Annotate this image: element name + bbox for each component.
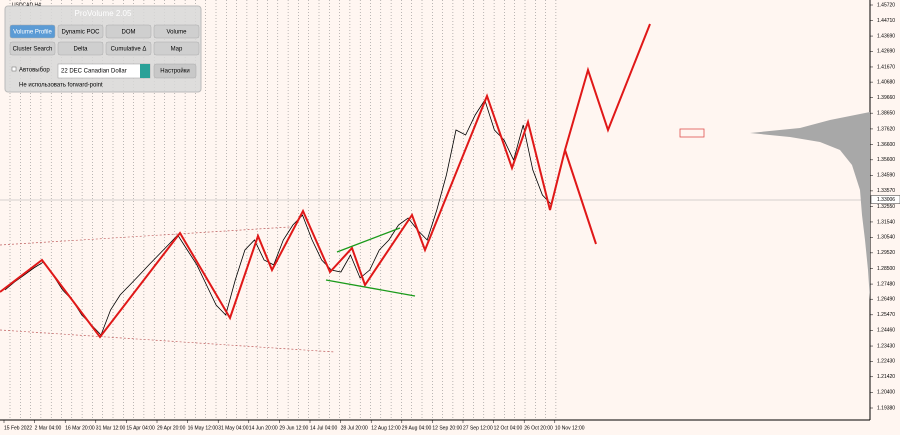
y-tick-label: 1.45720 xyxy=(877,2,895,8)
tool-button-label[interactable]: Map xyxy=(171,47,183,53)
y-tick-label: 1.38650 xyxy=(877,110,895,116)
x-tick-label: 12 Aug 12:00 xyxy=(371,425,401,431)
y-tick-label: 1.28500 xyxy=(877,266,895,272)
poc-box xyxy=(679,128,705,138)
y-tick-label: 1.20400 xyxy=(877,390,895,396)
tool-button[interactable] xyxy=(9,24,56,39)
tool-button-label[interactable]: DOM xyxy=(122,30,136,36)
checkbox[interactable] xyxy=(11,66,17,72)
x-tick-label: 14 Jun 20:00 xyxy=(249,425,278,431)
y-tick-label: 1.34590 xyxy=(877,173,895,179)
x-tick-label: 15 Apr 04:00 xyxy=(126,425,155,431)
y-tick-label: 1.37620 xyxy=(877,126,895,132)
price-series xyxy=(4,99,553,336)
triangle xyxy=(336,227,401,253)
triangle xyxy=(325,279,416,297)
panel-title: ProVolume 2.05 xyxy=(75,9,132,18)
tool-button[interactable] xyxy=(9,41,56,56)
panel: ProVolume 2.05 Volume Profile Dynamic POC… xyxy=(4,5,202,93)
tool-button[interactable] xyxy=(153,41,200,56)
tool-button[interactable] xyxy=(105,24,152,39)
y-tick-label: 1.41670 xyxy=(877,64,895,70)
x-tick-label: 15 Feb 2022 xyxy=(4,425,32,431)
tool-button-label[interactable]: Volume xyxy=(166,30,187,36)
tool-button-label[interactable]: Cluster Search xyxy=(13,47,53,53)
y-tick-label: 1.33570 xyxy=(877,188,895,194)
x-tick-label: 29 Jun 12:00 xyxy=(279,425,308,431)
y-tick-label: 1.32550 xyxy=(877,204,895,210)
tool-button[interactable] xyxy=(57,41,104,56)
y-tick-label: 1.30540 xyxy=(877,235,895,241)
x-tick-label: 27 Sep 12:00 xyxy=(463,425,493,431)
y-tick-label: 1.42690 xyxy=(877,49,895,55)
instrument[interactable]: 22 DEC Canadian Dollar xyxy=(61,69,127,75)
dropdown-arrow[interactable] xyxy=(140,64,150,78)
current-price-box xyxy=(870,195,900,204)
x-tick-label: 12 Sep 20:00 xyxy=(432,425,462,431)
tool-button-label[interactable]: Volume Profile xyxy=(13,30,52,36)
x-tick-label: 2 Mar 04:00 xyxy=(35,425,62,431)
y-tick-label: 1.40680 xyxy=(877,79,895,85)
price-line xyxy=(4,99,553,336)
y-tick-label: 1.39660 xyxy=(877,95,895,101)
symbol: USDCAD,H4 xyxy=(12,2,41,8)
tool-button[interactable] xyxy=(57,24,104,39)
x-tick-label: 31 Mar 12:00 xyxy=(96,425,126,431)
tool-button-label[interactable]: Delta xyxy=(73,47,88,53)
y-tick-label: 1.21420 xyxy=(877,374,895,380)
x-tick-label: 16 May 12:00 xyxy=(188,425,219,431)
x-tick-label: 28 Jul 20:00 xyxy=(341,425,368,431)
wave-zigzag xyxy=(0,23,651,339)
y-tick-label: 1.35600 xyxy=(877,157,895,163)
x-tick-label: 29 Aug 04:00 xyxy=(402,425,432,431)
auto-label[interactable]: Автовыбор xyxy=(19,68,50,74)
forward-label[interactable]: Не использовать forward-point xyxy=(19,83,103,89)
x-tick-label: 12 Oct 04:00 xyxy=(494,425,523,431)
x-tick-label: 10 Nov 12:00 xyxy=(555,425,585,431)
tool-button-label[interactable]: Dynamic POC xyxy=(61,30,100,36)
y-tick-label: 1.25470 xyxy=(877,312,895,318)
x-tick-label: 31 May 04:00 xyxy=(218,425,249,431)
y-tick-label: 1.31540 xyxy=(877,219,895,225)
channel xyxy=(0,226,291,246)
x-tick-label: 16 Mar 20:00 xyxy=(65,425,95,431)
y-tick-label: 1.27480 xyxy=(877,281,895,287)
settings-button[interactable] xyxy=(153,63,197,79)
tool-button[interactable] xyxy=(153,24,200,39)
x-tick-label: 14 Jul 04:00 xyxy=(310,425,337,431)
wave-projection xyxy=(564,149,597,245)
y-tick-label: 1.43690 xyxy=(877,33,895,39)
y-tick-label: 1.36600 xyxy=(877,142,895,148)
x-tick-label: 26 Oct 20:00 xyxy=(524,425,553,431)
y-tick-label: 1.44710 xyxy=(877,18,895,24)
tool-button-label[interactable]: Cumulative Δ xyxy=(111,47,147,53)
y-tick-label: 1.29520 xyxy=(877,250,895,256)
volume-profile xyxy=(750,112,870,300)
x-tick-label: 29 Apr 20:00 xyxy=(157,425,186,431)
y-tick-label: 1.19380 xyxy=(877,405,895,411)
y-tick-label: 1.22430 xyxy=(877,359,895,365)
settings-label[interactable]: Настройки xyxy=(160,68,189,75)
y-tick-label: 1.26490 xyxy=(877,297,895,303)
y-tick-label: 1.24460 xyxy=(877,328,895,334)
tool-button[interactable] xyxy=(105,41,152,56)
y-tick-label: 1.23430 xyxy=(877,343,895,349)
current-price: 1.33006 xyxy=(877,197,895,203)
